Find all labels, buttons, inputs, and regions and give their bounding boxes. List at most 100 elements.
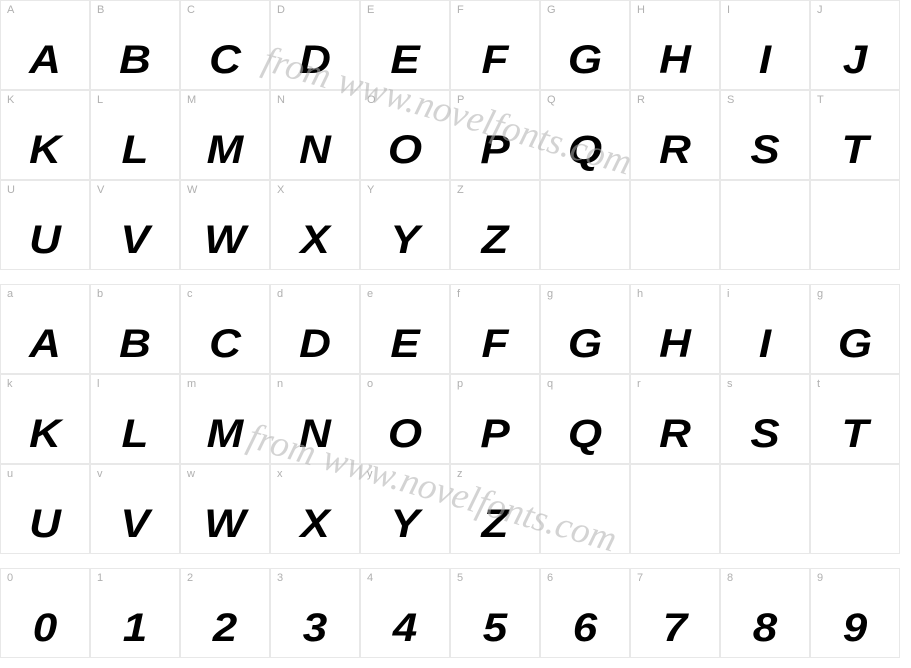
char-cell: nN (270, 374, 360, 464)
cell-glyph: H (630, 38, 720, 83)
cell-glyph: 6 (540, 606, 630, 651)
char-cell (720, 180, 810, 270)
cell-glyph: 7 (630, 606, 720, 651)
cell-glyph: X (270, 218, 360, 263)
cell-glyph: 9 (810, 606, 900, 651)
char-cell: MM (180, 90, 270, 180)
cell-label: s (727, 378, 733, 390)
cell-label: h (637, 288, 643, 300)
cell-label: D (277, 4, 285, 16)
cell-glyph: M (180, 128, 270, 173)
cell-label: 3 (277, 572, 283, 584)
cell-label: u (7, 468, 13, 480)
cell-label: g (547, 288, 553, 300)
cell-label: 1 (97, 572, 103, 584)
cell-label: Q (547, 94, 556, 106)
cell-glyph: V (90, 502, 180, 547)
cell-glyph: 5 (450, 606, 540, 651)
character-map: AABBCCDDEEFFGGHHIIJJKKLLMMNNOOPPQQRRSSTT… (0, 0, 911, 668)
cell-label: 6 (547, 572, 553, 584)
cell-glyph: Z (450, 218, 540, 263)
cell-glyph: G (810, 322, 900, 367)
cell-label: x (277, 468, 283, 480)
cell-glyph: W (180, 218, 270, 263)
cell-label: 7 (637, 572, 643, 584)
cell-label: n (277, 378, 283, 390)
cell-glyph: A (0, 322, 90, 367)
char-cell: RR (630, 90, 720, 180)
cell-glyph: M (180, 412, 270, 457)
cell-label: Y (367, 184, 374, 196)
char-cell: gG (540, 284, 630, 374)
cell-glyph: C (180, 38, 270, 83)
char-cell: 99 (810, 568, 900, 658)
char-cell: JJ (810, 0, 900, 90)
char-cell: yY (360, 464, 450, 554)
cell-glyph: D (270, 322, 360, 367)
char-cell (810, 464, 900, 554)
char-cell: dD (270, 284, 360, 374)
cell-glyph: B (90, 38, 180, 83)
char-cell: vV (90, 464, 180, 554)
cell-glyph: S (720, 412, 810, 457)
char-cell: xX (270, 464, 360, 554)
cell-label: w (187, 468, 195, 480)
cell-label: T (817, 94, 824, 106)
cell-label: b (97, 288, 103, 300)
cell-glyph: Y (360, 502, 450, 547)
cell-glyph: A (0, 38, 90, 83)
cell-label: t (817, 378, 820, 390)
char-cell (630, 464, 720, 554)
cell-glyph: W (180, 502, 270, 547)
cell-glyph: 3 (270, 606, 360, 651)
cell-glyph: F (450, 322, 540, 367)
char-cell: fF (450, 284, 540, 374)
char-cell: EE (360, 0, 450, 90)
char-cell (810, 180, 900, 270)
char-cell: eE (360, 284, 450, 374)
cell-glyph: K (0, 128, 90, 173)
cell-label: 2 (187, 572, 193, 584)
cell-glyph: Q (540, 128, 630, 173)
char-cell (630, 180, 720, 270)
cell-glyph: Y (360, 218, 450, 263)
char-cell: UU (0, 180, 90, 270)
cell-label: R (637, 94, 645, 106)
cell-glyph: 2 (180, 606, 270, 651)
cell-label: d (277, 288, 283, 300)
cell-label: 0 (7, 572, 13, 584)
cell-label: X (277, 184, 284, 196)
char-cell: XX (270, 180, 360, 270)
cell-label: F (457, 4, 464, 16)
cell-label: m (187, 378, 196, 390)
cell-glyph: R (630, 412, 720, 457)
cell-glyph: P (450, 412, 540, 457)
cell-label: N (277, 94, 285, 106)
cell-glyph: R (630, 128, 720, 173)
cell-glyph: D (270, 38, 360, 83)
char-cell: kK (0, 374, 90, 464)
charmap-section: aAbBcCdDeEfFgGhHiIgGkKlLmMnNoOpPqQrRsStT… (0, 284, 900, 554)
cell-label: v (97, 468, 103, 480)
cell-glyph: I (720, 38, 810, 83)
cell-glyph: 8 (720, 606, 810, 651)
cell-label: k (7, 378, 13, 390)
cell-label: o (367, 378, 373, 390)
char-cell: wW (180, 464, 270, 554)
cell-glyph: P (450, 128, 540, 173)
cell-glyph: H (630, 322, 720, 367)
char-cell: mM (180, 374, 270, 464)
cell-label: W (187, 184, 197, 196)
char-cell: WW (180, 180, 270, 270)
cell-glyph: B (90, 322, 180, 367)
cell-label: J (817, 4, 823, 16)
cell-glyph: L (90, 412, 180, 457)
cell-glyph: L (90, 128, 180, 173)
cell-label: l (97, 378, 99, 390)
char-cell: BB (90, 0, 180, 90)
cell-label: L (97, 94, 103, 106)
cell-label: p (457, 378, 463, 390)
cell-label: q (547, 378, 553, 390)
char-cell (540, 464, 630, 554)
char-cell: AA (0, 0, 90, 90)
